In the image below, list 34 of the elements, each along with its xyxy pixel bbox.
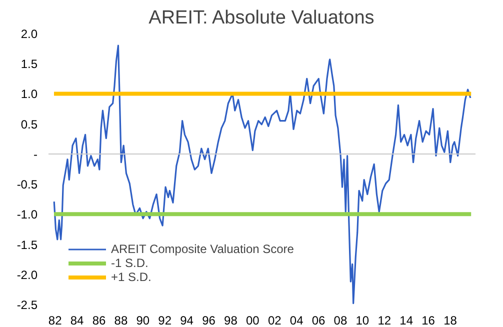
x-tick-label: 14 — [400, 314, 414, 327]
x-tick-label: 84 — [70, 314, 84, 327]
x-tick-label: 94 — [180, 314, 194, 327]
legend-label: AREIT Composite Valuation Score — [111, 242, 294, 256]
y-tick-label: -2.0 — [16, 268, 38, 282]
y-tick-label: - — [34, 147, 38, 162]
y-tick-label: -1.0 — [16, 208, 38, 222]
line-series — [53, 44, 472, 304]
y-tick-label: 1.0 — [20, 87, 38, 102]
y-tick-label: -0.5 — [16, 178, 38, 192]
x-tick-label: 96 — [202, 314, 216, 327]
x-tick-label: 82 — [48, 314, 62, 327]
x-tick-label: 88 — [114, 314, 128, 327]
x-tick-label: 08 — [334, 314, 348, 327]
legend-label: +1 S.D. — [111, 270, 152, 284]
x-tick-label: 98 — [224, 314, 238, 327]
x-tick-label: 16 — [422, 314, 436, 327]
chart-title: AREIT: Absolute Valuatons — [148, 8, 374, 28]
y-tick-label: 2.0 — [20, 27, 38, 41]
x-tick-label: 10 — [356, 314, 370, 327]
x-tick-label: 02 — [268, 314, 282, 327]
legend-label: -1 S.D. — [111, 256, 148, 270]
x-tick-label: 92 — [158, 314, 172, 327]
x-tick-label: 04 — [290, 314, 304, 327]
x-tick-label: 90 — [136, 314, 150, 327]
y-tick-label: -2.5 — [16, 298, 38, 312]
x-tick-label: 18 — [444, 314, 458, 327]
x-tick-label: 86 — [92, 314, 106, 327]
y-tick-label: 0.5 — [20, 117, 38, 132]
y-tick-label: 1.5 — [20, 57, 38, 72]
x-tick-label: 00 — [246, 314, 260, 327]
x-tick-label: 06 — [312, 314, 326, 327]
y-tick-label: -1.5 — [16, 238, 38, 252]
x-tick-label: 12 — [378, 314, 392, 327]
